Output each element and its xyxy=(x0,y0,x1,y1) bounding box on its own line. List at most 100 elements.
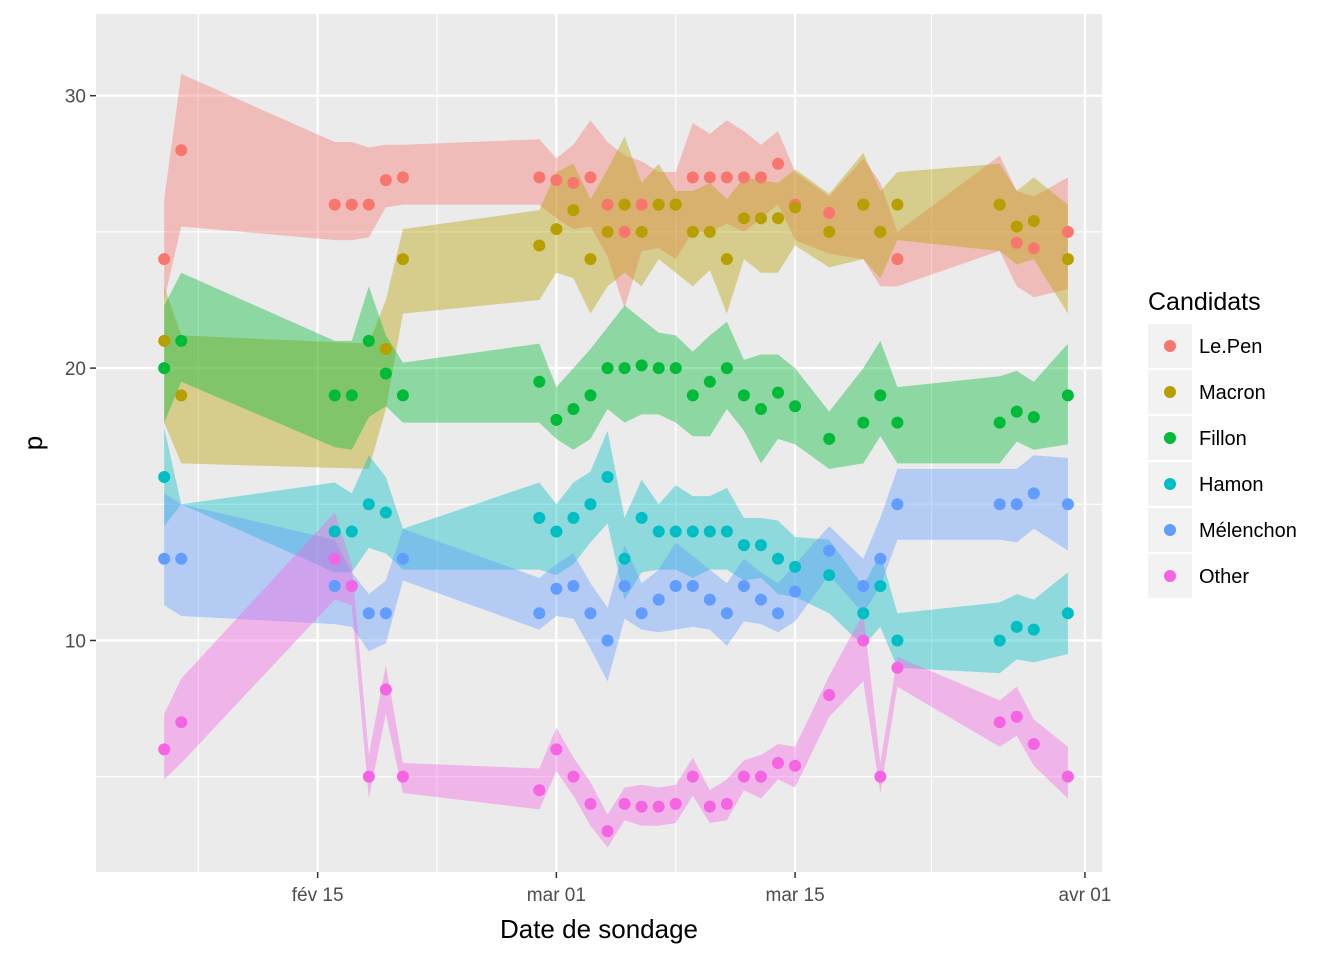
point-macron xyxy=(993,198,1006,211)
point-m-lenchon xyxy=(584,607,597,620)
legend-label: Fillon xyxy=(1199,428,1247,450)
band-macron xyxy=(164,136,1068,469)
point-le-pen xyxy=(737,171,750,184)
point-other xyxy=(789,759,802,772)
point-m-lenchon xyxy=(1061,498,1074,511)
x-tick-label: mar 01 xyxy=(527,885,586,906)
point-m-lenchon xyxy=(669,580,682,592)
point-m-lenchon xyxy=(1010,498,1023,511)
point-hamon xyxy=(857,607,870,620)
point-m-lenchon xyxy=(175,552,188,565)
point-le-pen xyxy=(635,198,648,211)
point-macron xyxy=(175,389,188,402)
band-fillon xyxy=(164,272,1068,469)
band-hamon xyxy=(164,428,1068,674)
point-m-lenchon xyxy=(772,607,785,620)
point-hamon xyxy=(550,525,563,538)
point-fillon xyxy=(789,400,802,413)
point-hamon xyxy=(686,525,699,538)
point-le-pen xyxy=(533,171,546,184)
legend-key-dot xyxy=(1164,570,1176,582)
point-le-pen xyxy=(1010,236,1023,249)
point-macron xyxy=(652,198,665,211)
point-fillon xyxy=(567,402,580,415)
point-m-lenchon xyxy=(158,552,171,565)
point-macron xyxy=(601,225,614,238)
point-fillon xyxy=(635,359,648,372)
point-hamon xyxy=(891,634,904,647)
point-other xyxy=(720,797,733,810)
point-le-pen xyxy=(567,176,580,189)
point-m-lenchon xyxy=(993,498,1006,511)
point-fillon xyxy=(772,386,785,399)
point-macron xyxy=(635,225,648,238)
point-le-pen xyxy=(618,225,631,238)
band-le-pen xyxy=(164,73,1068,309)
point-macron xyxy=(567,204,580,217)
point-other xyxy=(857,634,870,647)
y-axis-title: p xyxy=(18,436,48,450)
legend-key-dot xyxy=(1164,386,1176,398)
point-other xyxy=(379,683,392,696)
point-le-pen xyxy=(345,198,358,211)
point-fillon xyxy=(345,389,358,402)
point-hamon xyxy=(1061,607,1074,620)
point-m-lenchon xyxy=(703,593,716,606)
point-hamon xyxy=(772,552,785,565)
major-gridlines xyxy=(96,14,1102,872)
point-macron xyxy=(720,253,733,266)
point-fillon xyxy=(175,334,188,347)
y-axis: 10 20 30 xyxy=(65,87,96,652)
point-macron xyxy=(1010,220,1023,233)
point-fillon xyxy=(550,413,563,426)
minor-gridlines xyxy=(96,14,1102,872)
point-other xyxy=(345,580,358,592)
point-macron xyxy=(669,198,682,211)
point-other xyxy=(396,770,409,783)
point-le-pen xyxy=(328,198,341,211)
confidence-bands xyxy=(164,73,1068,848)
point-other xyxy=(874,770,887,783)
point-macron xyxy=(789,201,802,214)
x-tick-label: mar 15 xyxy=(766,885,825,906)
y-tick-label: 30 xyxy=(65,87,86,108)
point-macron xyxy=(158,334,171,347)
point-m-lenchon xyxy=(1027,487,1040,500)
point-other xyxy=(1061,770,1074,783)
point-macron xyxy=(686,225,699,238)
point-fillon xyxy=(669,362,682,375)
point-fillon xyxy=(891,416,904,429)
x-tick-label: fév 15 xyxy=(292,885,344,906)
point-macron xyxy=(874,225,887,238)
point-m-lenchon xyxy=(874,552,887,565)
point-macron xyxy=(1061,253,1074,266)
point-macron xyxy=(550,223,563,236)
point-other xyxy=(891,661,904,674)
point-le-pen xyxy=(175,144,188,157)
point-hamon xyxy=(567,511,580,524)
point-le-pen xyxy=(601,198,614,211)
point-le-pen xyxy=(362,198,375,211)
point-hamon xyxy=(993,634,1006,647)
point-m-lenchon xyxy=(396,552,409,565)
point-hamon xyxy=(720,525,733,538)
point-fillon xyxy=(584,389,597,402)
point-le-pen xyxy=(1061,225,1074,238)
point-le-pen xyxy=(703,171,716,184)
legend-key-dot xyxy=(1164,340,1176,352)
point-m-lenchon xyxy=(652,593,665,606)
legend: Candidats Le.Pen Macron Fillon Hamon Mélench… xyxy=(1148,288,1297,598)
point-other xyxy=(601,825,614,838)
point-hamon xyxy=(328,525,341,538)
point-other xyxy=(584,797,597,810)
point-m-lenchon xyxy=(857,580,870,592)
legend-label: Le.Pen xyxy=(1199,336,1262,358)
point-other xyxy=(533,784,546,797)
point-macron xyxy=(891,198,904,211)
point-m-lenchon xyxy=(789,585,802,598)
data-points xyxy=(158,144,1074,838)
point-fillon xyxy=(874,389,887,402)
point-le-pen xyxy=(772,157,785,170)
point-fillon xyxy=(533,375,546,388)
point-macron xyxy=(396,253,409,266)
